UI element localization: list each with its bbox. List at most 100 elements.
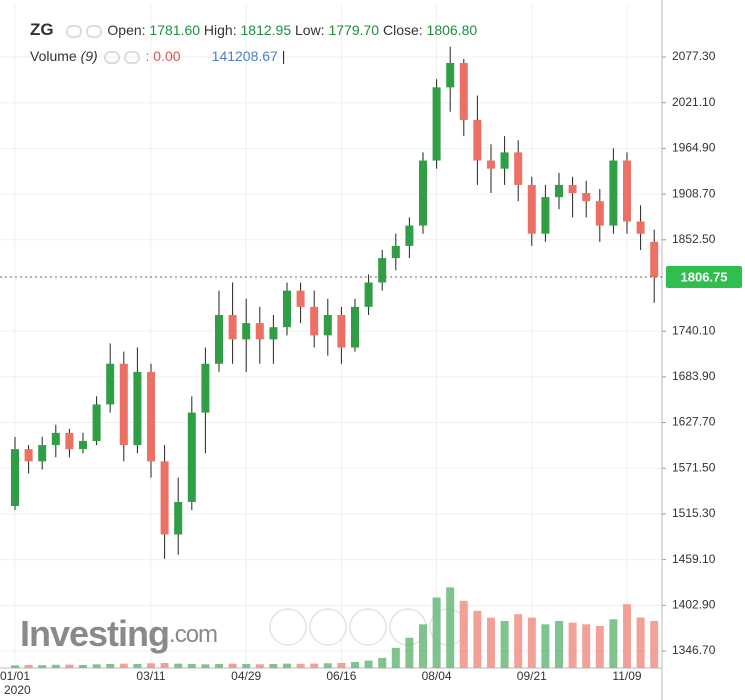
x-tick-label: 09/21 xyxy=(517,669,547,683)
volume-bar xyxy=(595,626,604,668)
candle-body xyxy=(378,258,387,283)
candle-body xyxy=(364,282,373,307)
candle-body xyxy=(514,152,523,185)
candle-body xyxy=(609,160,618,226)
candle-body xyxy=(459,62,468,120)
candle-body xyxy=(391,245,400,259)
volume-bar xyxy=(337,662,346,668)
volume-bar xyxy=(283,663,291,668)
x-tick-label: 11/09 xyxy=(612,669,641,683)
candle-body xyxy=(11,449,19,507)
candle-body xyxy=(133,371,142,446)
volume-ma: 141208.67 xyxy=(211,48,278,64)
last-price-box xyxy=(666,265,742,288)
gear-icon[interactable] xyxy=(123,50,140,64)
volume-value: 0.00 xyxy=(153,48,181,64)
candle-body xyxy=(473,119,482,161)
volume-sep: : xyxy=(145,48,150,64)
y-tick-label: 1515.30 xyxy=(672,506,716,520)
volume-bar xyxy=(147,663,155,668)
zoom-button[interactable] xyxy=(269,608,307,646)
candle-body xyxy=(351,306,359,348)
field-value: 1812.95 xyxy=(240,22,292,38)
y-tick-label: 1683.90 xyxy=(672,369,716,383)
field-label: Close: xyxy=(382,22,423,38)
volume-bar xyxy=(405,637,414,668)
volume-legend: Volume (9) : 0.00 141208.67 | xyxy=(30,46,477,66)
volume-bar xyxy=(364,660,373,668)
candle-body xyxy=(160,461,169,535)
x-tick-label: 06/16 xyxy=(326,669,356,683)
candle-body xyxy=(283,290,291,328)
volume-bar xyxy=(609,619,618,668)
candle-body xyxy=(24,449,33,462)
volume-bar xyxy=(323,663,332,668)
volume-bar xyxy=(432,597,441,668)
candle-body xyxy=(323,314,332,336)
zoom-controls xyxy=(269,608,467,646)
volume-bar xyxy=(473,610,482,668)
candle-body xyxy=(568,184,577,194)
volume-bar xyxy=(568,622,577,668)
volume-bar xyxy=(446,587,455,668)
volume-bar xyxy=(119,663,128,668)
volume-bar xyxy=(201,664,210,668)
grid xyxy=(0,5,662,668)
eye-icon[interactable] xyxy=(65,24,82,38)
field-label: Open: xyxy=(107,22,146,38)
candle-body xyxy=(79,441,87,450)
symbol: ZG xyxy=(30,20,54,39)
candle-body xyxy=(487,160,495,169)
y-tick-label: 1346.70 xyxy=(672,643,716,657)
candle-body xyxy=(65,432,74,450)
volume-bar xyxy=(391,647,400,668)
gear-icon[interactable] xyxy=(85,24,102,38)
candle-body xyxy=(541,197,550,234)
candle-body xyxy=(187,412,196,502)
candle-body xyxy=(405,225,414,246)
legend-header: ZG Open: 1781.60 High: 1812.95 Low: 1779… xyxy=(30,20,477,66)
eye-icon[interactable] xyxy=(103,50,120,64)
volume-bar xyxy=(65,664,74,668)
watermark-suffix: .com xyxy=(169,621,217,648)
volume-bar xyxy=(555,620,563,668)
candle-body xyxy=(269,327,278,340)
candle-body xyxy=(650,241,659,277)
x-tick-label: 08/04 xyxy=(422,669,452,683)
candle-body xyxy=(38,445,47,462)
zoom-button[interactable] xyxy=(349,608,387,646)
volume-bar xyxy=(527,617,536,668)
volume-bar xyxy=(51,664,60,668)
volume-bar xyxy=(269,663,278,668)
volume-bar xyxy=(296,663,305,668)
volume-bar xyxy=(92,664,101,668)
y-tick-label: 1571.50 xyxy=(672,460,716,474)
field-label: Low: xyxy=(295,22,325,38)
candle-body xyxy=(419,160,427,226)
candle-body xyxy=(174,501,183,535)
zoom-button[interactable] xyxy=(309,608,347,646)
candle-body xyxy=(228,314,237,340)
volume-bar xyxy=(582,624,591,668)
y-tick-label: 1908.70 xyxy=(672,186,716,200)
volume-bar xyxy=(623,604,631,668)
volume-bar xyxy=(215,663,223,668)
candle-body xyxy=(201,363,210,413)
y-tick-label: 2077.30 xyxy=(672,49,716,63)
volume-bar xyxy=(351,661,359,668)
y-tick-label: 1964.90 xyxy=(672,141,716,155)
candle-body xyxy=(446,62,455,88)
year-label: 2020 xyxy=(4,683,31,697)
y-tick-label: 1852.50 xyxy=(672,232,716,246)
field-value: 1781.60 xyxy=(149,22,201,38)
x-tick-label: 01/01 xyxy=(0,669,30,683)
candle-body xyxy=(582,193,591,202)
candle-body xyxy=(255,323,264,340)
volume-bar xyxy=(541,624,550,668)
watermark-brand: Investing xyxy=(20,613,169,654)
volume-bar xyxy=(174,663,183,668)
volume-bar xyxy=(133,663,142,668)
volume-bar xyxy=(487,617,495,668)
